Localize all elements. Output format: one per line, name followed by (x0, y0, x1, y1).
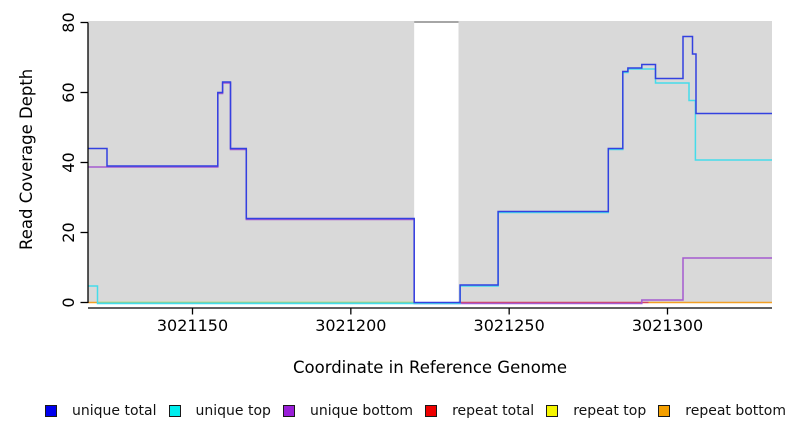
y-tick-label: 20 (59, 222, 78, 242)
series-unique-total (88, 35, 772, 304)
legend-label: repeat bottom (685, 403, 786, 419)
legend: unique total unique top unique bottom repea… (45, 400, 786, 422)
y-tick-label: 80 (59, 12, 78, 32)
x-axis-title: Coordinate in Reference Genome (292, 358, 568, 377)
y-tick-label: 60 (59, 82, 78, 102)
legend-item-unique-top: unique top (168, 403, 271, 419)
y-axis-title: Read Coverage Depth (17, 68, 36, 250)
gap-band (414, 21, 459, 303)
y-tick-label: 40 (59, 152, 78, 172)
legend-label: unique total (72, 403, 157, 419)
legend-label: repeat total (452, 403, 535, 419)
legend-swatch-icon (282, 405, 295, 417)
x-tick-label: 3021300 (632, 316, 703, 335)
legend-item-repeat-top: repeat top (546, 403, 646, 419)
x-tick-label: 3021200 (315, 316, 386, 335)
legend-swatch-icon (168, 405, 181, 417)
y-tick-label: 0 (59, 297, 78, 307)
x-tick-label: 3021150 (157, 316, 228, 335)
legend-swatch-icon (546, 405, 559, 417)
legend-item-unique-bottom: unique bottom (282, 403, 414, 419)
x-tick-label: 3021250 (474, 316, 545, 335)
legend-swatch-icon (658, 405, 671, 417)
legend-item-repeat-total: repeat total (425, 403, 534, 419)
legend-swatch-icon (45, 405, 57, 417)
legend-item-unique-total: unique total (45, 403, 156, 419)
legend-label: unique bottom (309, 403, 414, 419)
legend-label: repeat top (573, 403, 647, 419)
legend-item-repeat-bottom: repeat bottom (658, 403, 786, 419)
legend-swatch-icon (425, 405, 438, 417)
legend-label: unique top (195, 403, 271, 419)
